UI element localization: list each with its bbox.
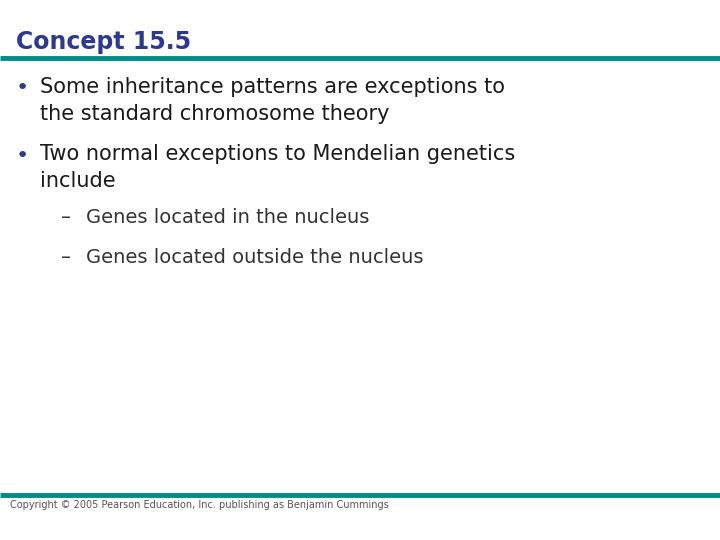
Text: Genes located outside the nucleus: Genes located outside the nucleus <box>86 248 424 267</box>
Text: Genes located in the nucleus: Genes located in the nucleus <box>86 208 370 227</box>
Text: •: • <box>16 146 29 166</box>
Text: –: – <box>61 248 71 267</box>
Text: –: – <box>61 208 71 227</box>
Text: •: • <box>16 78 29 98</box>
Text: include: include <box>40 171 115 191</box>
Text: Copyright © 2005 Pearson Education, Inc. publishing as Benjamin Cummings: Copyright © 2005 Pearson Education, Inc.… <box>10 500 389 510</box>
Text: the standard chromosome theory: the standard chromosome theory <box>40 104 389 124</box>
Text: Two normal exceptions to Mendelian genetics: Two normal exceptions to Mendelian genet… <box>40 144 515 164</box>
Text: Concept 15.5: Concept 15.5 <box>16 30 191 53</box>
Text: Some inheritance patterns are exceptions to: Some inheritance patterns are exceptions… <box>40 77 505 97</box>
